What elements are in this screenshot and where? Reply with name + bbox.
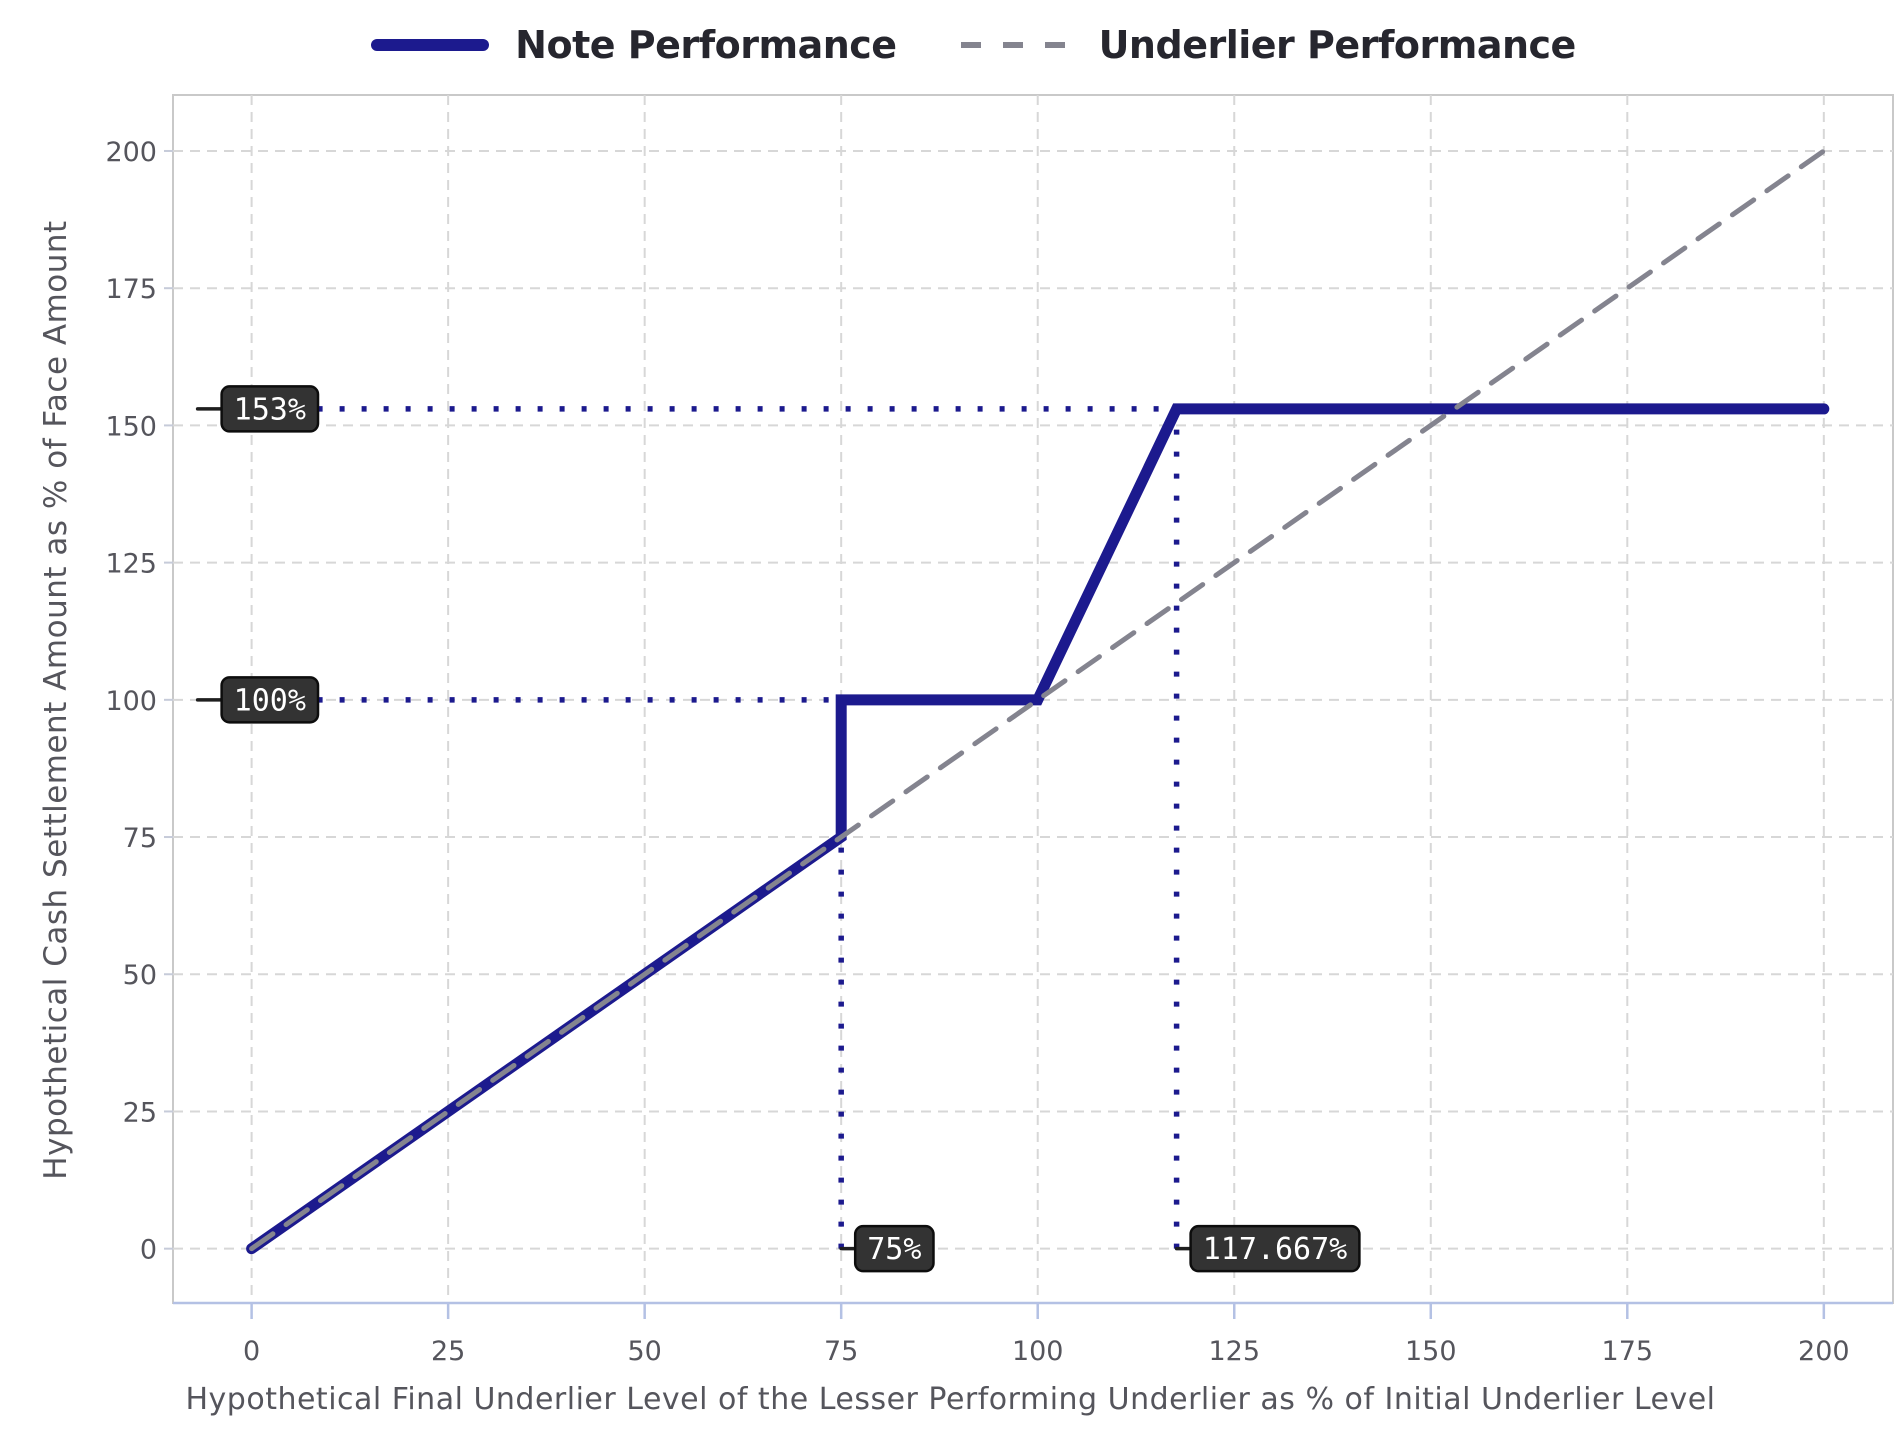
y-tick-label: 100 [105, 686, 157, 717]
x-tick-label: 200 [1798, 1336, 1850, 1367]
annotation-value: 153% [234, 392, 306, 427]
annotation-value: 100% [234, 683, 306, 718]
y-tick-label: 50 [123, 960, 157, 991]
annotation-box [220, 676, 320, 724]
y-tick-label: 200 [105, 137, 157, 168]
series-underlier-performance [249, 148, 1827, 1252]
y-tick-label: 125 [105, 549, 157, 580]
x-tick-label: 25 [431, 1336, 465, 1367]
annotation-box [1189, 1224, 1361, 1273]
legend: Note Performance Underlier Performance [0, 14, 1901, 76]
y-axis-label: Hypothetical Cash Settlement Amount as %… [38, 220, 74, 1180]
x-tick-label: 100 [1012, 1336, 1064, 1367]
underlier-performance-line-swatch [960, 42, 1073, 48]
legend-label-underlier-performance: Underlier Performance [1098, 23, 1577, 67]
x-tick-label: 175 [1602, 1336, 1654, 1367]
annotation-box [220, 385, 320, 433]
y-tick-label: 0 [140, 1235, 157, 1266]
y-tick-label: 175 [105, 274, 157, 305]
annotation-value: 117.667% [1203, 1232, 1348, 1267]
legend-item-note-performance: Note Performance [371, 23, 897, 67]
y-tick-label: 75 [123, 823, 157, 854]
x-tick-label: 75 [824, 1336, 858, 1367]
note-performance-line-swatch [371, 39, 490, 51]
legend-label-note-performance: Note Performance [515, 23, 897, 67]
x-tick-label: 125 [1208, 1336, 1260, 1367]
annotation-box [853, 1224, 935, 1273]
legend-item-underlier-performance: Underlier Performance [960, 23, 1577, 67]
x-tick-label: 0 [243, 1336, 260, 1367]
annotation-value: 75% [867, 1232, 921, 1267]
y-tick-label: 150 [105, 411, 157, 442]
y-tick-label: 25 [123, 1097, 157, 1128]
x-axis-label: Hypothetical Final Underlier Level of th… [185, 1382, 1716, 1417]
x-tick-label: 50 [627, 1336, 661, 1367]
x-tick-label: 150 [1405, 1336, 1457, 1367]
